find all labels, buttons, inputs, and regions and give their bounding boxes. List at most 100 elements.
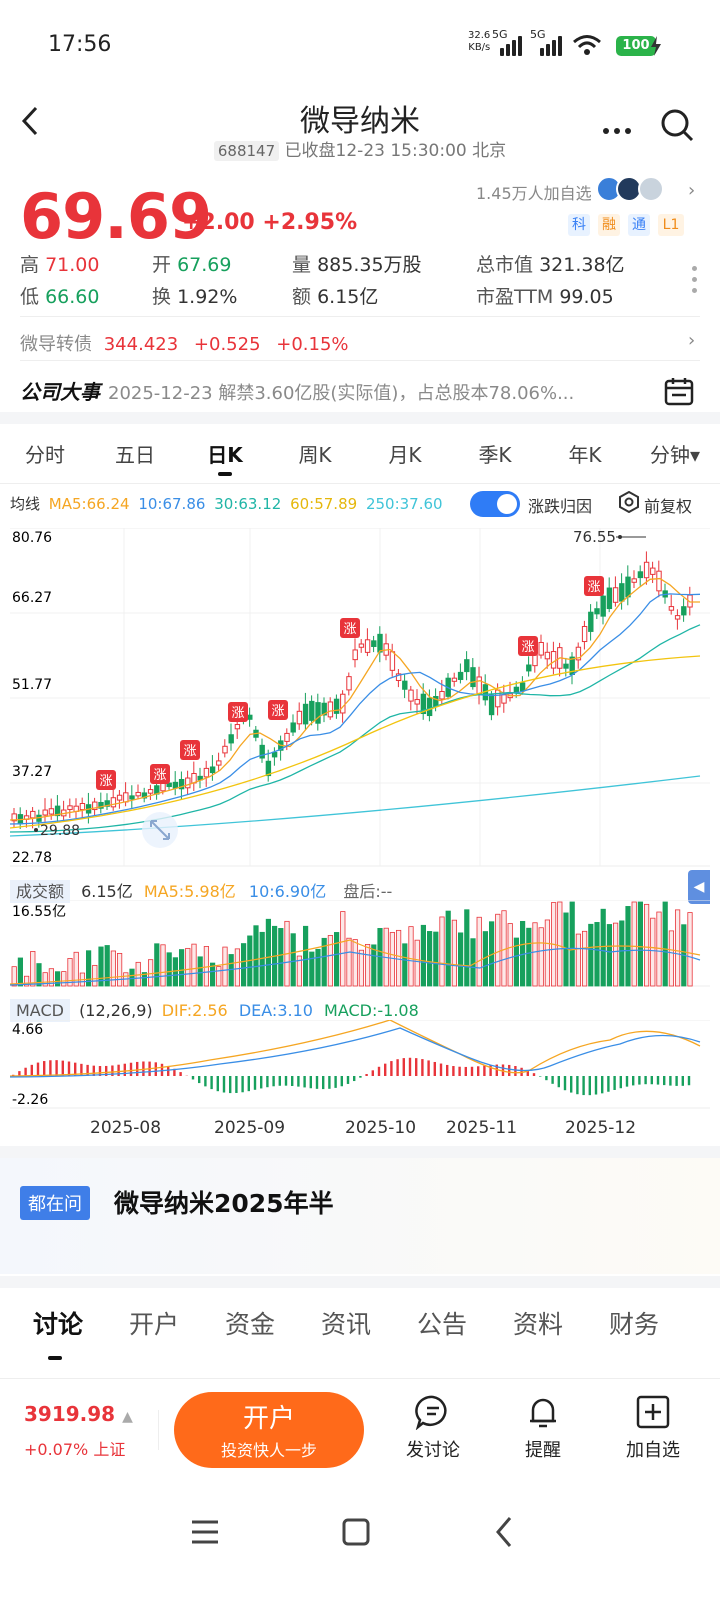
watchers-count[interactable]: 1.45万人加自选 [476, 184, 592, 203]
tab-discussion[interactable]: 讨论 [10, 1300, 106, 1360]
tab-intraday[interactable]: 分时 [25, 443, 65, 467]
chevron-right-icon[interactable]: › [688, 180, 696, 201]
tab-daily-k[interactable]: 日K [180, 426, 270, 484]
tab-monthly-k[interactable]: 月K [388, 443, 422, 467]
macd-bar [297, 1076, 300, 1087]
post-discussion-button[interactable]: 发讨论 [388, 1394, 478, 1462]
macd-bar [427, 1060, 430, 1076]
back-nav-icon[interactable] [486, 1512, 526, 1552]
index-value[interactable]: 3919.98 ▲ [24, 1402, 133, 1426]
tab-yearly-k[interactable]: 年K [568, 443, 602, 467]
candle-body [495, 689, 501, 708]
y-tick: 51.77 [12, 677, 52, 693]
volume-bar [600, 908, 606, 987]
macd-bar [514, 1066, 517, 1076]
adjust-settings-icon[interactable] [618, 491, 640, 513]
ask-title[interactable]: 微导纳米2025年半 [114, 1189, 334, 1218]
macd-bar [638, 1076, 641, 1085]
macd-bar [191, 1076, 195, 1080]
volume-bar [395, 929, 402, 987]
add-watchlist-button[interactable]: 加自选 [608, 1394, 698, 1462]
candle-body [259, 744, 265, 759]
volume-bar [451, 919, 458, 987]
more-button[interactable] [602, 110, 632, 143]
macd-bar [365, 1074, 368, 1076]
volume-bar [98, 946, 104, 987]
candle-body [581, 625, 588, 643]
chevron-right-icon[interactable]: › [688, 330, 696, 351]
macd-dea-line [10, 1027, 701, 1078]
volume-bar [340, 911, 346, 987]
open-account-button[interactable]: 开户 投资快人一步 [174, 1392, 364, 1468]
candle-body [402, 680, 408, 690]
volume-bar [445, 910, 451, 987]
candle-body [11, 813, 17, 822]
convertible-bond-row[interactable]: 微导转债 344.423 +0.525 +0.15% [20, 330, 349, 356]
tab-open-account[interactable]: 开户 [128, 1310, 179, 1339]
convertible-change-percent: +0.15% [276, 334, 349, 355]
tab-profile[interactable]: 资料 [512, 1310, 563, 1339]
panel-collapse-button[interactable]: ◀ [688, 870, 710, 904]
volume-bar [408, 926, 414, 987]
signal-icon [540, 34, 562, 56]
expand-dots-icon[interactable] [692, 266, 698, 299]
candlestick-chart[interactable]: 涨涨涨涨 涨涨涨涨 80.76 66.27 51.77 37.27 22.78 7… [10, 528, 710, 868]
volume-bar [309, 951, 315, 987]
tab-minute[interactable]: 分钟▾ [649, 443, 701, 467]
volume-bar [154, 943, 160, 987]
macd-bar [377, 1066, 381, 1076]
ma-legend-label: 均线 [10, 495, 41, 513]
tag-margin: 融 [598, 214, 620, 236]
volume-bar [402, 943, 408, 987]
ask-banner[interactable] [0, 1158, 720, 1274]
limit-up-badge-text: 涨 [271, 704, 284, 719]
candle-body [433, 696, 439, 707]
candle-body [364, 639, 371, 653]
volume-bar [631, 901, 637, 987]
menu-icon[interactable] [186, 1512, 226, 1552]
attribution-toggle-label: 涨跌归因 [528, 497, 593, 516]
volume-bar [315, 948, 321, 987]
attribution-toggle[interactable] [470, 491, 520, 517]
index-change[interactable]: +0.07% 上证 [24, 1440, 126, 1459]
macd-bar [470, 1066, 474, 1076]
volume-bar [513, 937, 520, 987]
ma250-line [10, 775, 701, 837]
volume-ma10: 10:6.90亿 [248, 882, 327, 901]
tab-quarterly-k[interactable]: 季K [478, 443, 512, 467]
home-icon[interactable] [336, 1512, 376, 1552]
status-time: 17:56 [48, 32, 112, 57]
candle-body [98, 801, 104, 809]
back-button[interactable] [18, 104, 48, 144]
tab-weekly-k[interactable]: 周K [298, 443, 332, 467]
tab-financials[interactable]: 财务 [608, 1310, 659, 1339]
volume-bar [135, 961, 141, 987]
candle-body [377, 633, 383, 653]
tab-five-day[interactable]: 五日 [115, 443, 155, 467]
company-event-row[interactable]: 公司大事 2025-12-23 解禁3.60亿股(实际值)，占总股本78.06%.… [20, 376, 640, 405]
calendar-icon[interactable] [664, 376, 694, 406]
macd-legend[interactable]: MACD (12,26,9) DIF:2.56 DEA:3.10 MACD:-1… [10, 999, 419, 1022]
section-separator [0, 1146, 720, 1158]
limit-up-badges: 涨涨涨涨 涨涨涨涨 [96, 576, 604, 790]
volume-bar [278, 928, 284, 987]
tab-announcements[interactable]: 公告 [416, 1310, 467, 1339]
macd-bar [98, 1066, 102, 1076]
tab-funds[interactable]: 资金 [224, 1310, 275, 1339]
volume-bar [197, 956, 203, 987]
price-adjust-label[interactable]: 前复权 [644, 497, 693, 516]
open-account-label: 开户 [242, 1404, 295, 1434]
add-watchlist-label: 加自选 [626, 1440, 680, 1461]
tab-news[interactable]: 资讯 [320, 1310, 371, 1339]
volume-bar [606, 924, 613, 987]
reminder-button[interactable]: 提醒 [498, 1394, 588, 1462]
search-icon[interactable] [660, 108, 694, 142]
macd-bar [123, 1063, 126, 1076]
volume-bar [110, 950, 116, 987]
volume-legend[interactable]: 成交额 6.15亿 MA5:5.98亿 10:6.90亿 盘后:-- [10, 878, 392, 903]
candle-body [67, 805, 73, 810]
ma-legend[interactable]: 均线 MA5:66.24 10:67.86 30:63.12 60:57.89 … [10, 493, 443, 514]
candle-body [216, 760, 222, 766]
candle-body [104, 800, 110, 807]
candle-body [526, 664, 532, 672]
